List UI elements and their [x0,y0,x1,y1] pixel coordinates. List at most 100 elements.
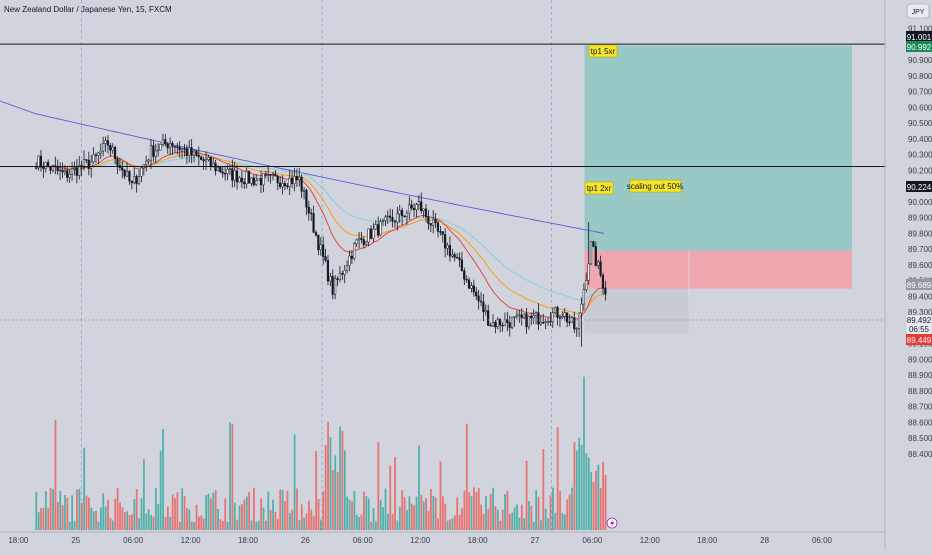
candle-body [147,159,150,162]
time-tick-label: 12:00 [181,536,202,545]
candle-body [601,274,605,289]
candle-body [575,328,578,330]
candle-body [173,146,176,148]
volume-bar [384,488,387,530]
volume-bar [465,423,468,530]
candle-body [322,244,325,257]
volume-bar [592,481,595,530]
volume-bar [248,492,251,530]
candle-body [39,155,43,167]
volume-bar [341,430,344,530]
candle-body [70,168,74,175]
volume-bar [274,511,277,530]
candle-body [298,176,301,181]
volume-bar [501,509,504,530]
candle-body [305,189,308,208]
candle-body [319,244,322,251]
candle-body [200,156,203,160]
volume-bar [236,519,239,530]
annotation-tp1-5x-text: tp1 5xr [591,47,616,56]
candle-body [542,322,545,324]
annotation-tp1-2x[interactable]: tp1 2xr [584,181,614,195]
candle-body [398,210,401,215]
volume-bar [154,488,157,530]
candle-body [133,176,136,184]
candle-body [271,173,274,176]
price-tick-label: 91.100 [908,25,932,34]
time-tick-label: 12:00 [640,536,661,545]
candle-body [121,167,124,171]
volume-bar [554,512,557,530]
candle-body [99,150,102,154]
volume-bar [42,507,45,530]
candle-body [446,245,449,249]
volume-bar [217,508,219,530]
currency-button[interactable]: JPY [906,3,930,19]
candle-body [276,175,279,184]
volume-bar [174,498,176,530]
volume-bar [245,496,248,530]
price-label-countdown-text: 06:55 [909,325,930,334]
volume-bar [461,508,463,530]
symbol-title[interactable]: New Zealand Dollar / Japanese Yen, 15, F… [4,5,172,14]
lightning-icon[interactable] [606,517,618,529]
annotation-tp1-5x[interactable]: tp1 5xr [588,44,618,58]
candle-body [381,220,385,222]
volume-bar [556,427,559,530]
volume-bar [508,513,511,530]
volume-bar [470,496,473,530]
volume-bar [403,497,406,530]
volume-bar [200,515,203,530]
candle-body [135,176,138,184]
volume-bar [528,501,530,530]
volume-bar [68,521,71,530]
candle-body [235,170,239,183]
volume-bar [71,495,74,530]
time-tick-label: 18:00 [8,536,29,545]
volume-bar [496,509,499,530]
volume-bar [281,490,284,530]
candle-body [369,228,373,239]
price-tick-label: 88.800 [908,387,932,396]
candle-body [331,276,334,295]
candle-body [391,217,394,222]
volume-bar [463,490,466,530]
price-label-target-text: 90.992 [907,43,932,52]
candle-body [441,231,444,235]
position-tool[interactable] [584,45,852,333]
ema-orange-line [34,154,605,314]
volume-bar [312,515,315,530]
candle-body [302,189,306,192]
time-axis-ticks: 18:00 25 06:00 12:00 18:00 26 06:00 12:00 18:00 2… [8,536,832,545]
annotation-scaling-out[interactable]: scaling out 50% [627,179,683,193]
candle-body [188,147,191,156]
candle-body [594,246,597,266]
volume-bar [379,499,382,530]
volume-bar [109,517,112,530]
volume-bar [401,490,404,530]
candle-body [295,176,298,181]
candle-body [185,148,188,156]
candle-body [604,287,607,295]
price-scale[interactable] [885,0,932,550]
candle-body [513,316,516,318]
time-tick-label: 26 [301,536,310,545]
candle-body [307,206,310,214]
volume-bar [224,498,227,530]
volume-bar [441,496,444,530]
horizontal-lines[interactable] [0,43,885,168]
session-separators [81,0,552,532]
candle-body [157,149,160,152]
ema-long-line [34,113,605,234]
candle-body [310,212,313,215]
candle-body [92,154,95,163]
volume-bar [410,503,413,530]
volume-bar [456,497,459,530]
volume-bar [398,507,401,530]
volume-bar [604,475,607,530]
candle-body [317,234,320,251]
volume-bar [303,517,306,530]
volume-bar [351,501,353,530]
